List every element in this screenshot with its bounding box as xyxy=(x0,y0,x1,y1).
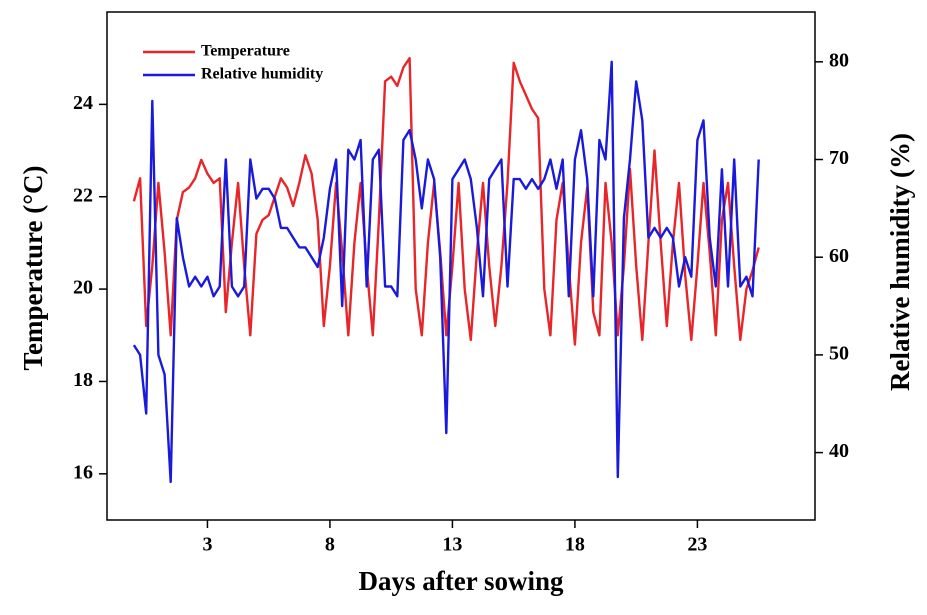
y-tick-label: 16 xyxy=(73,461,93,483)
legend-label: Temperature xyxy=(201,43,290,60)
legend-label: Relative humidity xyxy=(201,66,323,83)
data-line xyxy=(132,57,760,346)
x-tick-label: 23 xyxy=(687,534,707,556)
y-tick-label: 24 xyxy=(73,92,93,114)
y2-tick-label: 80 xyxy=(829,49,849,71)
y2-tick-label: 60 xyxy=(829,245,849,267)
y-axis-label: Temperature (°C) xyxy=(18,165,48,370)
y2-tick-label: 40 xyxy=(829,440,849,462)
y-tick-label: 18 xyxy=(73,369,93,391)
x-tick-label: 13 xyxy=(442,534,462,556)
x-tick-label: 8 xyxy=(325,534,335,556)
y2-axis-label: Relative humidity (%) xyxy=(885,133,915,391)
data-line xyxy=(132,60,760,484)
x-tick-label: 18 xyxy=(565,534,585,556)
plot-frame xyxy=(106,11,816,521)
y-tick-label: 20 xyxy=(73,277,93,299)
y2-tick-label: 70 xyxy=(829,147,849,169)
y-tick-label: 22 xyxy=(73,184,93,206)
y2-tick-label: 50 xyxy=(829,342,849,364)
x-tick-label: 3 xyxy=(202,534,212,556)
x-axis-label: Days after sowing xyxy=(359,566,564,596)
